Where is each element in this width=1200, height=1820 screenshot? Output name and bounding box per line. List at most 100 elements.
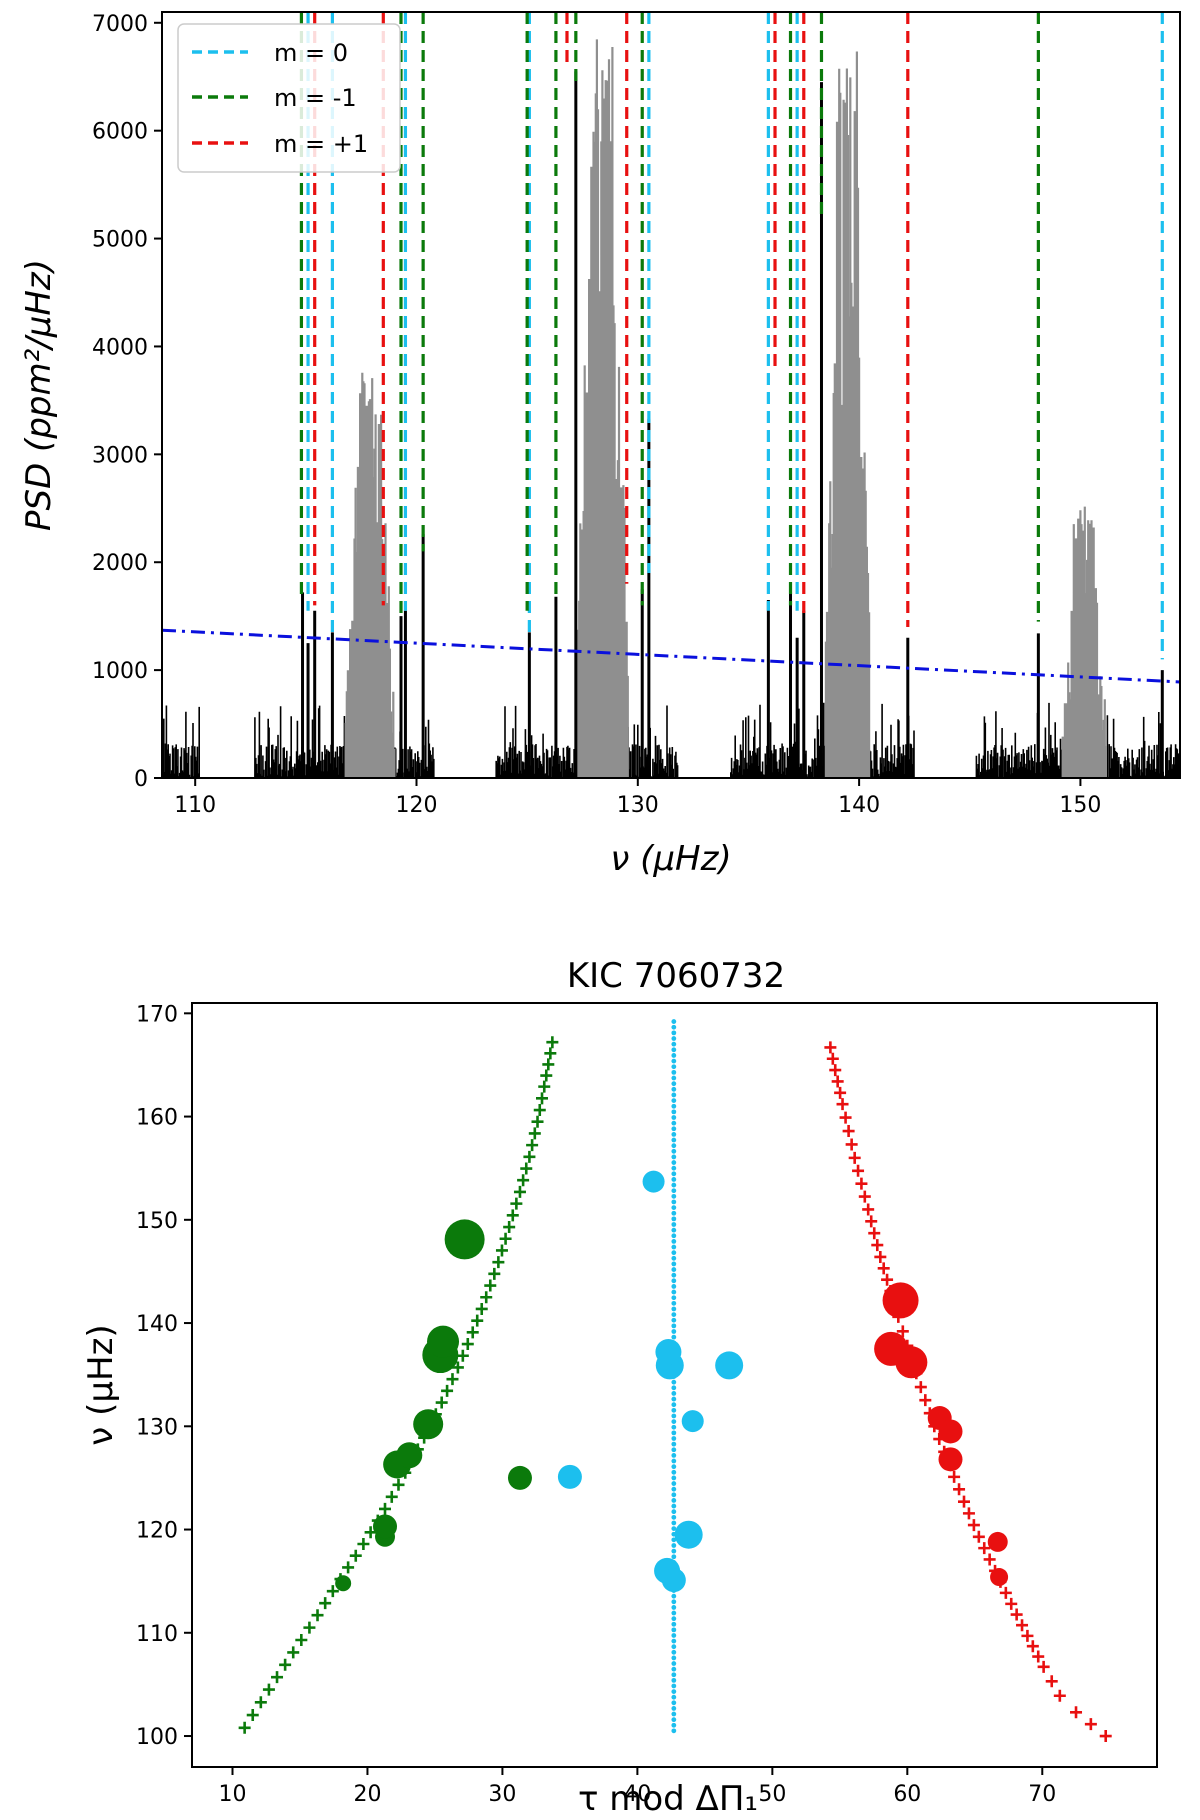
model-m0-dot-12 — [671, 1661, 677, 1666]
model-m0-dot-20 — [671, 1616, 677, 1622]
model-m0-dot-97 — [671, 1182, 677, 1188]
model-m+1-marker-54 — [1070, 1706, 1083, 1719]
psd-x-tick-label: 150 — [1059, 793, 1101, 818]
model-m0-dot-91 — [671, 1216, 677, 1222]
model-m0-dot-58 — [671, 1402, 677, 1408]
model-m0-dot-78 — [671, 1289, 677, 1295]
echelle-y-tick-label: 100 — [136, 1725, 178, 1750]
model-m0-dot-100 — [671, 1165, 677, 1171]
psd-y-tick-label: 3000 — [92, 443, 148, 468]
observed-m-1-4 — [396, 1442, 423, 1469]
model-m-1-marker-35 — [475, 1302, 488, 1315]
legend: m = 0 m = -1 m = +1 — [177, 23, 401, 173]
observed-m0-1 — [557, 1464, 582, 1489]
model-m0-dot-1 — [671, 1722, 677, 1728]
model-m+1-marker-39 — [972, 1530, 985, 1543]
model-m-1-marker-54 — [538, 1080, 551, 1093]
model-m-1-marker-30 — [451, 1361, 464, 1374]
model-m0-dot-121 — [671, 1047, 677, 1053]
model-m-1-marker-41 — [499, 1232, 512, 1245]
psd-y-tick-label: 5000 — [92, 228, 148, 253]
model-m-1-marker-42 — [503, 1221, 516, 1234]
model-m0-dot-109 — [671, 1115, 677, 1120]
model-m0-dot-86 — [671, 1244, 677, 1250]
model-m0-dot-21 — [671, 1610, 677, 1616]
observed-m-1-9 — [507, 1465, 532, 1490]
model-m-1-marker-14 — [349, 1549, 362, 1562]
model-m+1-marker-28 — [919, 1394, 932, 1407]
model-m0-dot-48 — [671, 1458, 677, 1464]
psd-grey-cluster-1 — [574, 39, 629, 778]
echelle-y-tick-label: 150 — [136, 1209, 178, 1234]
model-m0-dot-43 — [671, 1486, 677, 1492]
model-m0-dot-124 — [671, 1030, 677, 1036]
model-m0-dot-85 — [671, 1250, 677, 1256]
echelle-axes-frame — [191, 1002, 1158, 1768]
model-m0-dot-125 — [671, 1024, 677, 1030]
observed-m0-8 — [715, 1351, 744, 1380]
model-m-1-marker-55 — [540, 1069, 553, 1082]
model-m0-dot-56 — [671, 1413, 677, 1419]
model-m-1-marker-8 — [303, 1621, 316, 1634]
model-m+1-marker-17 — [874, 1250, 887, 1263]
model-m0-dot-62 — [671, 1379, 677, 1385]
model-m+1-marker-9 — [848, 1151, 861, 1164]
model-m0-dot-36 — [671, 1526, 677, 1532]
model-m0-dot-24 — [671, 1593, 677, 1599]
model-m+1-marker-34 — [948, 1470, 961, 1483]
model-m-1-marker-28 — [441, 1384, 454, 1397]
model-m-1-marker-1 — [246, 1709, 259, 1722]
model-m-1-marker-52 — [533, 1104, 546, 1117]
psd-x-tick-label: 110 — [174, 793, 216, 818]
model-m0-dot-47 — [671, 1464, 677, 1470]
model-m0-dot-123 — [671, 1036, 677, 1041]
model-m0-dot-83 — [671, 1261, 677, 1267]
model-m+1-marker-1 — [826, 1052, 839, 1065]
model-m-1-marker-45 — [513, 1185, 526, 1198]
model-m0-dot-40 — [671, 1503, 677, 1509]
model-m+1-marker-55 — [1084, 1718, 1097, 1731]
model-m0-dot-10 — [671, 1672, 677, 1678]
model-m0-dot-34 — [671, 1537, 677, 1543]
model-m+1-marker-41 — [983, 1553, 996, 1566]
observed-m+1-2 — [895, 1346, 928, 1379]
model-m0-dot-61 — [671, 1385, 677, 1391]
model-m0-dot-0 — [671, 1728, 677, 1734]
psd-y-tick-label: 4000 — [92, 335, 148, 360]
model-m0-dot-60 — [671, 1391, 677, 1396]
model-m-1-marker-39 — [492, 1256, 505, 1269]
model-m0-dot-57 — [671, 1407, 677, 1413]
model-m0-dot-110 — [671, 1109, 677, 1115]
observed-m+1-7 — [990, 1568, 1009, 1587]
echelle-x-tick-label: 20 — [353, 1782, 381, 1807]
model-m-1-marker-43 — [506, 1209, 519, 1222]
model-m-1-marker-46 — [517, 1174, 530, 1187]
model-m0-dot-89 — [671, 1227, 677, 1233]
model-m0-dot-99 — [671, 1171, 677, 1177]
model-m+1-marker-56 — [1099, 1730, 1112, 1743]
model-m+1-marker-27 — [914, 1381, 927, 1394]
model-m0-dot-112 — [671, 1098, 677, 1103]
model-m-1-marker-19 — [385, 1490, 398, 1503]
model-m0-dot-50 — [671, 1447, 677, 1453]
model-m0-dot-104 — [671, 1143, 677, 1149]
observed-m+1-4 — [938, 1419, 963, 1444]
model-m+1-marker-11 — [855, 1177, 868, 1190]
model-m0-dot-4 — [671, 1706, 677, 1711]
model-m-1-marker-4 — [271, 1671, 284, 1684]
model-m0-dot-75 — [671, 1306, 677, 1312]
model-m0-dot-76 — [671, 1300, 677, 1306]
observed-m-1-5 — [413, 1409, 444, 1440]
model-m0-dot-31 — [671, 1554, 677, 1560]
model-m-1-marker-33 — [466, 1326, 479, 1339]
model-m-1-marker-48 — [523, 1150, 536, 1163]
model-m-1-marker-57 — [544, 1047, 557, 1060]
model-m-1-marker-2 — [254, 1696, 267, 1709]
model-m+1-marker-2 — [829, 1064, 842, 1077]
model-m0-dot-116 — [671, 1075, 677, 1081]
model-m+1-marker-50 — [1032, 1650, 1045, 1663]
psd-x-axis-label: ν (μHz) — [610, 839, 731, 879]
model-m0-dot-117 — [671, 1069, 677, 1075]
model-m0-dot-17 — [671, 1633, 677, 1638]
model-m0-dot-22 — [671, 1605, 677, 1610]
